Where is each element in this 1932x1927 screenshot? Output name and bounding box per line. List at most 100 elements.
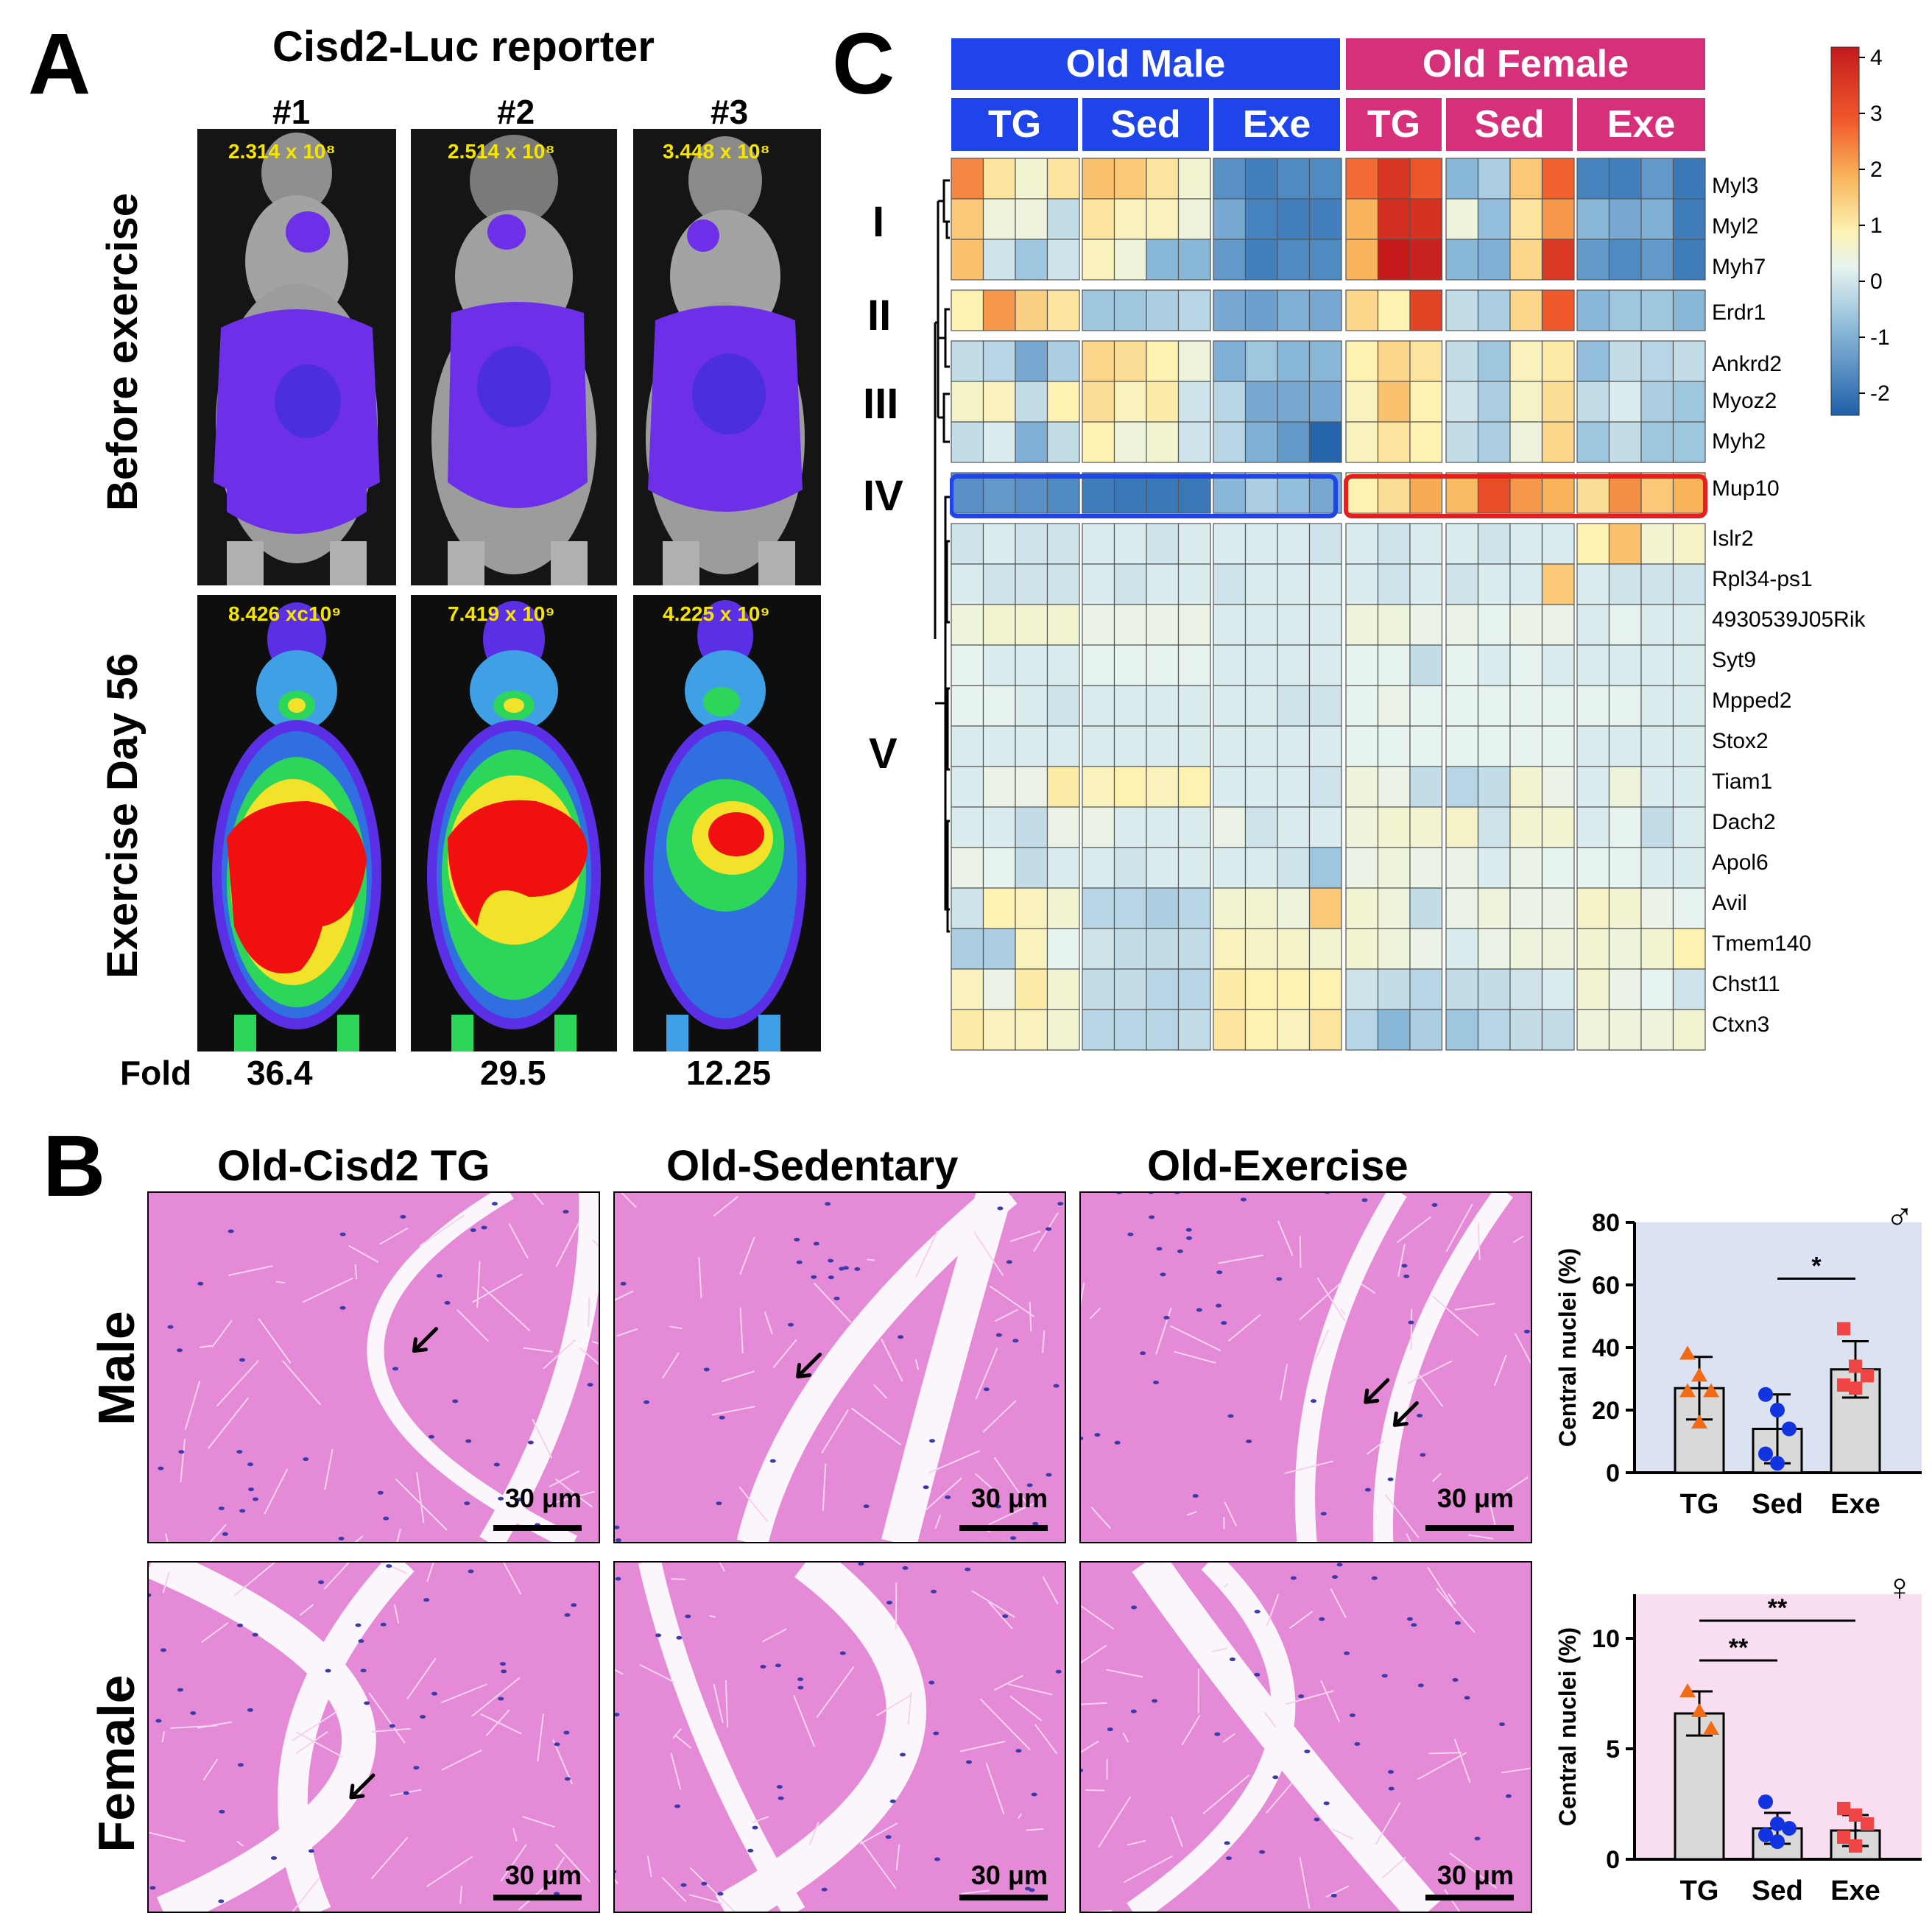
heatmap-cell [1477, 928, 1511, 970]
heatmap-cell [1082, 725, 1115, 767]
significance-label: ** [1729, 1634, 1749, 1662]
heatmap-cell [1177, 766, 1211, 808]
heatmap-cell [1146, 421, 1180, 463]
heatmap-cell [1377, 472, 1411, 514]
heatmap-cell [1608, 472, 1642, 514]
heatmap-cell [1146, 644, 1180, 686]
x-tick-label: TG [1680, 1875, 1719, 1906]
heatmap-cell [1345, 604, 1379, 646]
heatmap-cell [1541, 472, 1575, 514]
heatmap-cell [1409, 644, 1443, 686]
data-point [1758, 1828, 1773, 1842]
heatmap-cell [982, 685, 1016, 727]
heatmap-cell [1445, 563, 1479, 605]
heatmap-cell [1477, 563, 1511, 605]
subgroup-male-tg: TG [951, 98, 1078, 151]
mup10-female-highlight [1344, 474, 1707, 518]
heatmap-cell [1244, 523, 1278, 565]
heatmap-cell [1213, 340, 1247, 382]
heatmap-cell [1477, 198, 1511, 240]
bioluminescence-image-before-2 [411, 129, 617, 585]
heatmap-cell [1308, 523, 1342, 565]
heatmap-cell [1345, 928, 1379, 970]
heatmap-cell [1244, 158, 1278, 200]
heatmap-cell [1046, 472, 1080, 514]
heatmap-cell [1213, 928, 1247, 970]
heatmap-cell [1576, 928, 1610, 970]
heatmap-cell [1146, 604, 1180, 646]
heatmap-cell [1672, 685, 1706, 727]
heatmap-cell [951, 523, 984, 565]
heatmap-cell [1244, 847, 1278, 889]
heatmap-cell [1608, 887, 1642, 929]
heatmap-cell [1146, 766, 1180, 808]
heatmap-cell [1409, 158, 1443, 200]
x-tick-label: TG [1680, 1489, 1719, 1520]
heatmap-cell [1608, 289, 1642, 331]
data-point [1861, 1369, 1874, 1383]
heatmap-cell [1345, 725, 1379, 767]
fold-value-2: 29.5 [480, 1054, 546, 1092]
luminescence-before-1: 2.314 x 10⁸ [228, 140, 336, 163]
heatmap-cell [1177, 685, 1211, 727]
heatmap-cell [1541, 289, 1575, 331]
heatmap-cell [1377, 766, 1411, 808]
y-axis-label: Central nuclei (%) [1554, 1627, 1581, 1826]
heatmap-cell [1146, 685, 1180, 727]
heatmap-cell [1608, 644, 1642, 686]
data-point [1770, 1817, 1785, 1831]
heatmap-cell [1576, 472, 1610, 514]
x-tick-label: Sed [1752, 1875, 1803, 1906]
heatmap-cell [1377, 1009, 1411, 1051]
heatmap-cell [1113, 604, 1147, 646]
scale-bar-label: 30 μm [970, 1860, 1048, 1890]
heatmap-cell [1177, 887, 1211, 929]
heatmap-cell [1445, 1009, 1479, 1051]
heatmap-cell [1445, 340, 1479, 382]
mouse-label-1: #1 [272, 93, 311, 131]
heatmap-cell [1244, 289, 1278, 331]
heatmap-cell [1608, 725, 1642, 767]
heatmap-cell [951, 563, 984, 605]
heatmap-cell [1409, 340, 1443, 382]
y-tick-label: 60 [1592, 1272, 1620, 1300]
heatmap-cell [1640, 381, 1674, 423]
heatmap-cell [1445, 289, 1479, 331]
gene-label-list: Myl3 Myl2 Myh7 Erdr1 Ankrd2 Myoz2 Myh2 M… [1712, 166, 1866, 1042]
heatmap-cell [951, 847, 984, 889]
heatmap-cell [1672, 340, 1706, 382]
heatmap-cell [951, 1009, 984, 1051]
heatmap-cell [1177, 928, 1211, 970]
heatmap-cell [1445, 604, 1479, 646]
row-label-female: Female [88, 1674, 145, 1853]
heatmap-cell [1377, 887, 1411, 929]
heatmap-cell [1576, 239, 1610, 281]
heatmap-cell [1640, 158, 1674, 200]
data-point [1679, 1683, 1696, 1697]
cluster-label-ii: II [867, 292, 892, 339]
heatmap-cell [1640, 604, 1674, 646]
heatmap-cell [1445, 847, 1479, 889]
heatmap-cell [1015, 928, 1048, 970]
heatmap-cell [1213, 725, 1247, 767]
bioluminescence-image-after-3 [633, 595, 821, 1051]
heatmap-cell [1244, 644, 1278, 686]
heatmap-cell [1015, 198, 1048, 240]
heatmap-cell [1509, 928, 1543, 970]
heatmap-cell [1146, 289, 1180, 331]
heatmap-cell [1377, 644, 1411, 686]
heatmap-cell [1409, 198, 1443, 240]
heatmap-cell [1213, 604, 1247, 646]
gene-label: Mup10 [1712, 476, 1780, 501]
gene-label: 4930539J05Rik [1712, 607, 1866, 632]
heatmap-cell [1015, 685, 1048, 727]
data-point [1837, 1831, 1850, 1844]
heatmap-cell [951, 472, 984, 514]
heatmap-cell [1672, 847, 1706, 889]
heatmap-cell [1113, 968, 1147, 1010]
y-tick-label: 10 [1592, 1625, 1620, 1653]
heatmap-cell [1672, 198, 1706, 240]
heatmap-cell [1345, 381, 1379, 423]
heatmap-cell [1046, 604, 1080, 646]
heatmap-cell [1640, 289, 1674, 331]
